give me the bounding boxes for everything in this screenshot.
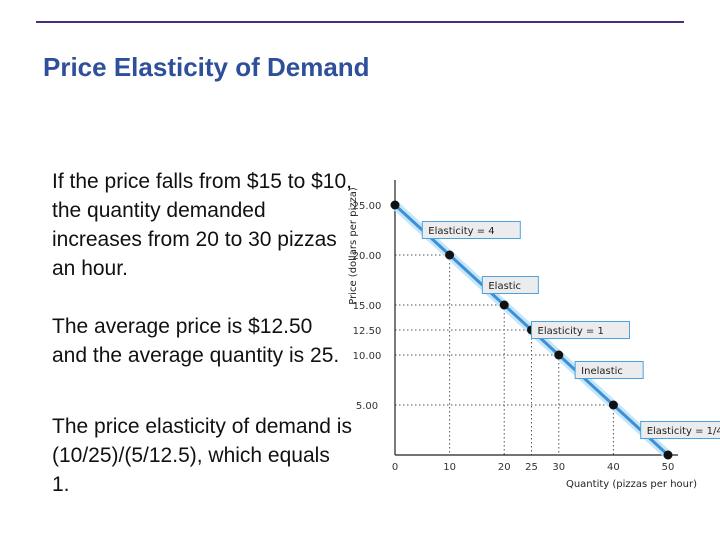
y-tick-label: 25.00 (353, 201, 382, 212)
annotation-box (531, 321, 630, 339)
x-tick-label: 25 (525, 462, 538, 473)
x-tick-label: 20 (498, 462, 511, 473)
title-rule (36, 21, 684, 23)
data-point (663, 450, 673, 460)
x-tick-label: 0 (392, 462, 398, 473)
x-tick-label: 10 (443, 462, 456, 473)
x-axis-title: Quantity (pizzas per hour) (566, 479, 697, 490)
annotation-box (481, 276, 539, 294)
annotation-box (640, 421, 720, 439)
slide-title: Price Elasticity of Demand (43, 52, 370, 82)
explanation-paragraph-2: The average price is $12.50 and the aver… (52, 315, 340, 367)
annotation-label: Elasticity = 1/4 (647, 426, 720, 437)
data-point (499, 300, 509, 310)
explanation-paragraph-1: If the price falls from $15 to $10, the … (52, 170, 352, 280)
explanation-paragraph-3: The price elasticity of demand is (10/25… (52, 415, 352, 496)
data-point (554, 350, 564, 360)
y-axis-title: Price (dollars per pizza) (348, 187, 359, 305)
annotation-label: Elasticity = 4 (428, 226, 494, 237)
data-point (390, 200, 400, 210)
annotation-label: Elastic (488, 281, 521, 292)
y-tick-label: 10.00 (353, 351, 382, 362)
annotation-box (421, 221, 521, 239)
y-tick-label: 5.00 (356, 401, 378, 412)
annotation-box (574, 361, 644, 379)
x-tick-label: 50 (662, 462, 675, 473)
data-point (445, 250, 455, 260)
y-tick-label: 20.00 (353, 251, 382, 262)
x-tick-label: 40 (607, 462, 620, 473)
y-tick-label: 15.00 (353, 301, 382, 312)
annotation-label: Elasticity = 1 (538, 326, 604, 337)
y-tick-label: 12.50 (353, 326, 382, 337)
data-point (608, 400, 618, 410)
annotation-label: Inelastic (581, 366, 623, 377)
x-tick-label: 30 (552, 462, 565, 473)
